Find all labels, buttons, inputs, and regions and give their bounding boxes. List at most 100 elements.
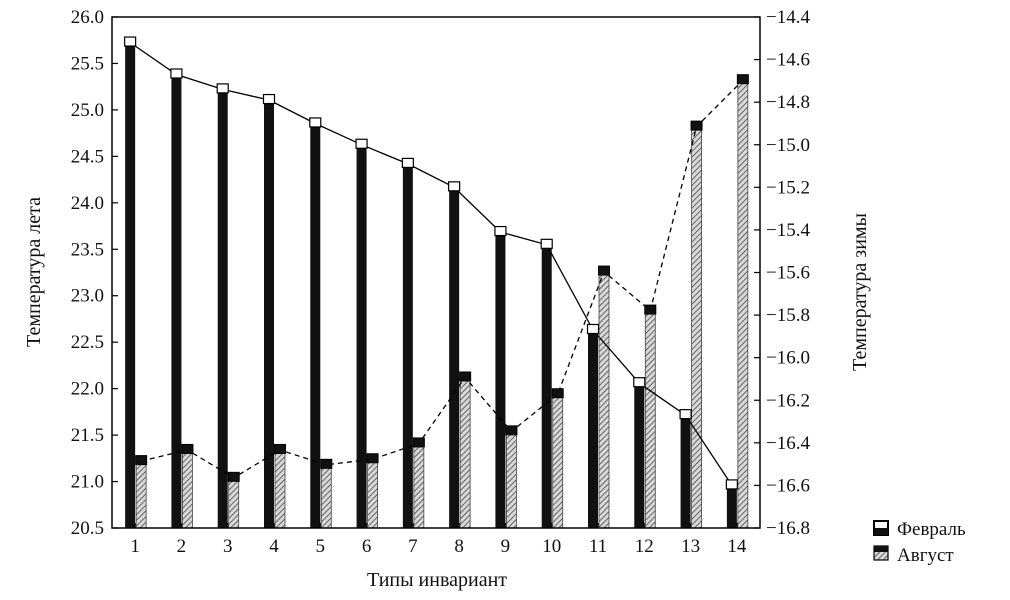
marker-august-8 — [459, 371, 472, 382]
right-tick-label: −15.6 — [766, 263, 810, 284]
legend-swatch-august-top — [874, 546, 888, 552]
right-tick-label: −14.4 — [766, 7, 810, 28]
bar-august-10 — [552, 393, 564, 529]
left-tick-label: 23.5 — [71, 239, 104, 260]
x-tick-label: 13 — [681, 536, 700, 557]
marker-february-11 — [586, 323, 600, 335]
marker-august-10 — [551, 388, 564, 399]
bar-august-2 — [182, 449, 193, 529]
left-tick-label: 23.0 — [71, 286, 104, 307]
line-february — [129, 41, 733, 486]
x-tick-label: 5 — [316, 536, 326, 557]
marker-august-5 — [320, 458, 333, 469]
bar-august-6 — [367, 458, 378, 529]
marker-february-8 — [448, 181, 461, 192]
bar-august-8 — [459, 377, 471, 529]
right-tick-label: −15.2 — [766, 177, 810, 198]
right-axis-ticks: −16.8 −16.6 −16.4 −16.2 −16.0 −15.8 −15.6 −15.4… — [754, 7, 810, 539]
x-tick-label: 9 — [501, 536, 511, 557]
marker-august-9 — [505, 425, 518, 436]
x-tick-label: 14 — [727, 536, 747, 557]
right-tick-label: −14.8 — [766, 92, 810, 113]
left-tick-label: 22.0 — [71, 379, 104, 400]
bar-february-11 — [588, 329, 598, 528]
bar-august-3 — [228, 477, 240, 529]
right-tick-label: −16.0 — [766, 348, 810, 369]
right-tick-label: −16.8 — [766, 518, 810, 539]
right-tick-label: −15.0 — [766, 135, 810, 156]
bar-august-11 — [598, 271, 610, 529]
right-tick-label: −14.6 — [766, 50, 810, 71]
left-tick-label: 21.5 — [71, 425, 104, 446]
marker-february-7 — [401, 157, 414, 169]
marker-august-1 — [135, 455, 148, 466]
marker-february-3 — [216, 83, 229, 94]
bar-february-3 — [217, 89, 228, 529]
marker-february-13 — [679, 409, 692, 420]
marker-august-6 — [366, 453, 379, 464]
bar-february-6 — [356, 144, 367, 528]
marker-february-2 — [170, 68, 183, 79]
bar-august-7 — [413, 443, 425, 529]
legend-label-february: Февраль — [897, 519, 966, 540]
right-tick-label: −16.2 — [766, 390, 810, 411]
bar-august-5 — [320, 464, 332, 529]
bar-february-4 — [264, 100, 274, 528]
x-tick-label: 12 — [635, 536, 654, 557]
marker-august-2 — [181, 443, 194, 454]
marker-february-12 — [633, 377, 646, 388]
bar-august-14 — [737, 79, 749, 529]
right-tick-label: −15.4 — [766, 220, 810, 241]
legend-label-august: Август — [897, 545, 954, 566]
plot-frame — [111, 16, 761, 529]
left-tick-label: 22.5 — [71, 332, 104, 353]
bar-february-2 — [171, 74, 182, 529]
left-axis-title: Температура лета — [23, 197, 45, 347]
february-bars — [125, 42, 737, 529]
marker-february-6 — [355, 138, 368, 149]
x-axis-ticks: 1 2 3 4 5 6 7 8 9 10 11 12 13 14 — [130, 523, 747, 557]
marker-august-14 — [736, 74, 749, 85]
marker-february-4 — [262, 93, 276, 105]
marker-august-11 — [598, 265, 610, 276]
right-axis-title: Температура зимы — [849, 213, 871, 371]
left-tick-label: 24.0 — [71, 193, 104, 214]
bar-august-4 — [274, 449, 286, 529]
right-tick-label: −15.8 — [766, 305, 810, 326]
x-tick-label: 2 — [177, 536, 187, 557]
bar-august-1 — [135, 460, 147, 529]
left-tick-label: 25.0 — [71, 100, 104, 121]
line-august — [140, 79, 744, 479]
left-tick-label: 20.5 — [71, 518, 104, 539]
x-axis-title: Типы инвариант — [367, 569, 507, 591]
x-tick-label: 3 — [223, 536, 233, 557]
legend: Февраль Август — [873, 519, 966, 566]
bar-february-14 — [726, 485, 737, 528]
marker-august-3 — [227, 471, 240, 482]
left-tick-label: 26.0 — [71, 7, 104, 28]
marker-february-1 — [124, 36, 137, 47]
x-tick-label: 11 — [589, 536, 607, 557]
bar-august-12 — [644, 310, 656, 529]
left-tick-label: 21.0 — [71, 472, 104, 493]
x-tick-label: 4 — [269, 536, 279, 557]
marker-february-5 — [309, 117, 322, 128]
bar-february-12 — [634, 383, 645, 528]
marker-august-13 — [690, 120, 703, 131]
left-tick-label: 25.5 — [71, 53, 104, 74]
right-tick-label: −16.4 — [766, 433, 810, 454]
bar-february-10 — [541, 244, 552, 528]
right-tick-label: −16.6 — [766, 475, 810, 496]
x-tick-label: 8 — [454, 536, 464, 557]
bar-august-13 — [691, 126, 702, 529]
marker-february-14 — [725, 479, 738, 490]
left-axis-ticks: 20.5 21.0 21.5 22.0 22.5 23.0 23.5 24.0 24.5 25.0… — [71, 7, 118, 539]
bar-february-13 — [680, 415, 691, 528]
legend-swatch-february-inner — [874, 528, 888, 535]
marker-august-7 — [412, 437, 425, 448]
x-tick-label: 6 — [362, 536, 372, 557]
series-markers — [124, 36, 749, 490]
marker-february-10 — [540, 238, 553, 249]
bar-august-9 — [506, 430, 517, 529]
